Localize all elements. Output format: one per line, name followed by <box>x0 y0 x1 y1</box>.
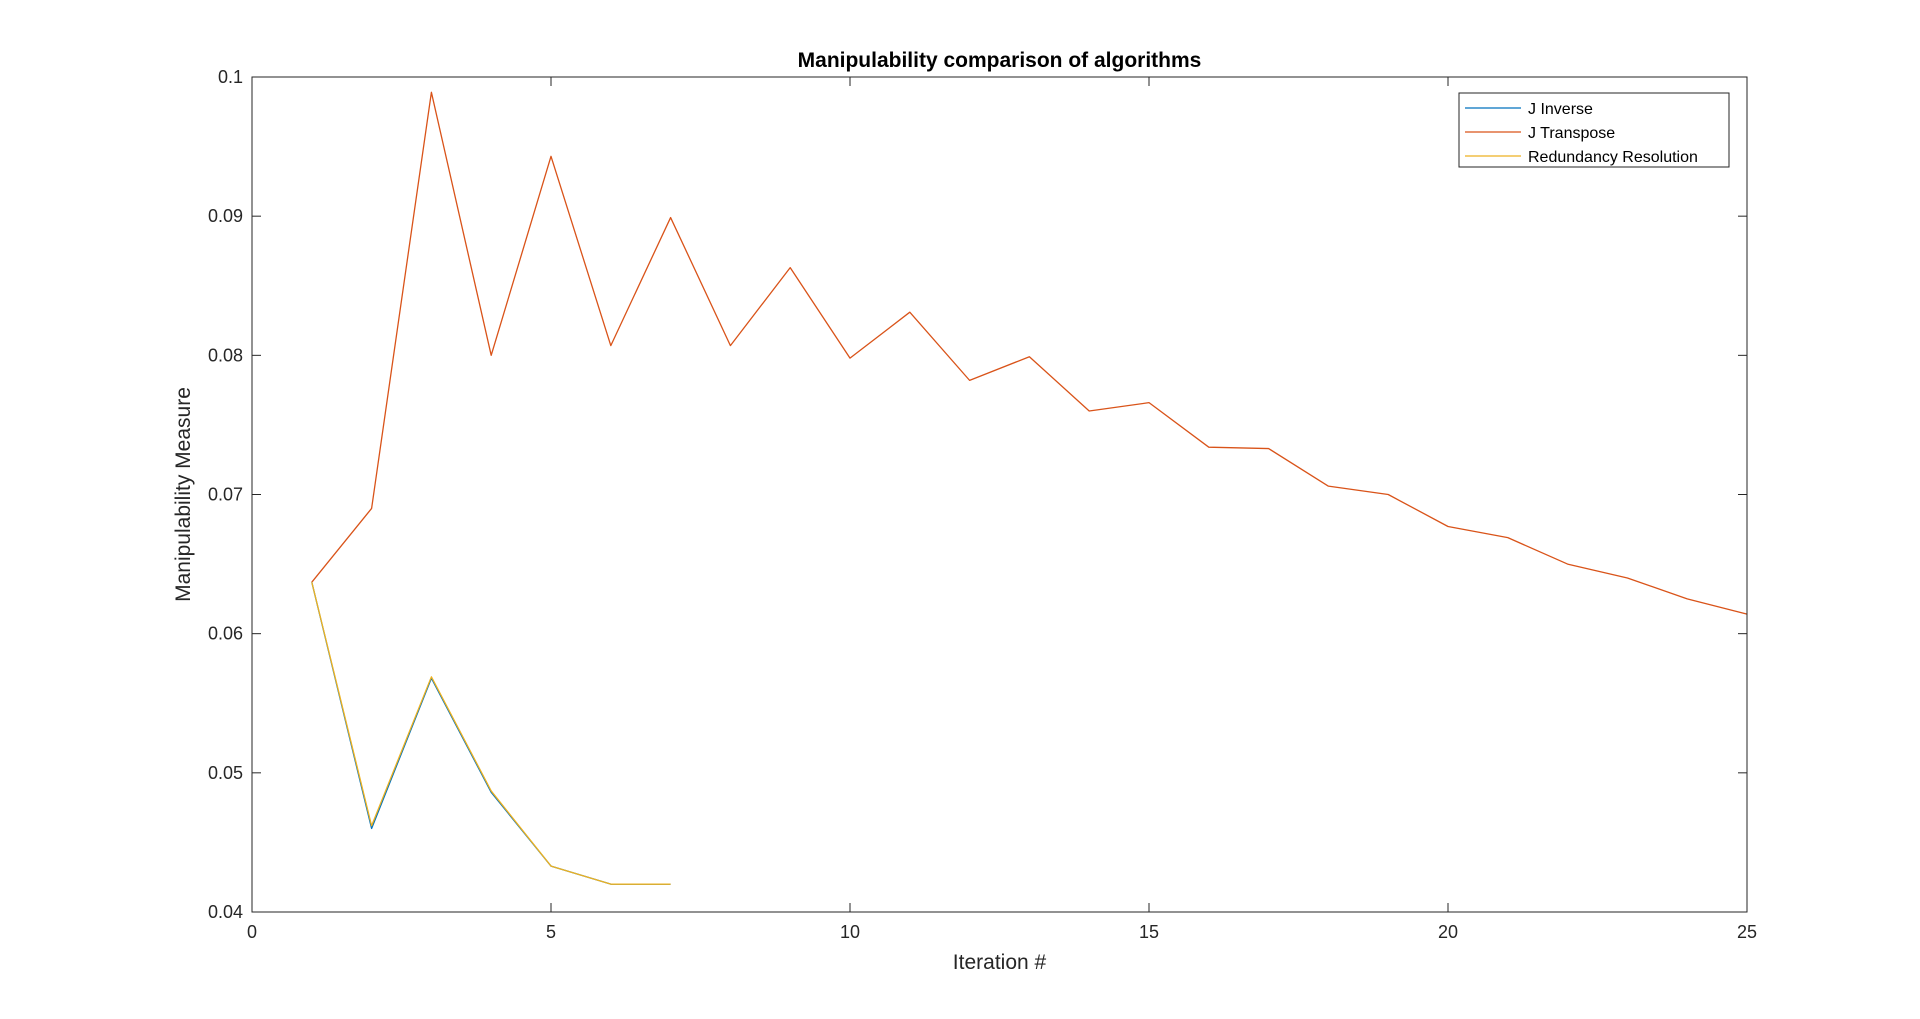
x-tick-label: 15 <box>1139 922 1159 942</box>
chart-title: Manipulability comparison of algorithms <box>798 49 1202 72</box>
x-tick-label: 5 <box>546 922 556 942</box>
y-tick-label: 0.04 <box>208 902 243 922</box>
ticks-layer: 0 5 10 15 20 25 0.04 0.05 0.06 0.07 0.08 0.09 0.1 <box>208 67 1757 942</box>
legend: J Inverse J Transpose Redundancy Resolutio… <box>1458 92 1730 168</box>
y-tick-label: 0.1 <box>218 67 243 87</box>
legend-box <box>1458 92 1730 168</box>
y-tick-label: 0.09 <box>208 206 243 226</box>
x-tick-label: 0 <box>247 922 257 942</box>
y-axis-label: Manipulability Measure <box>172 387 195 602</box>
x-tick-label: 10 <box>840 922 860 942</box>
legend-label: Redundancy Resolution <box>1528 149 1698 166</box>
legend-label: J Transpose <box>1528 125 1615 142</box>
series-layer <box>311 91 1748 885</box>
y-tick-label: 0.05 <box>208 763 243 783</box>
series-line-j-transpose <box>311 91 1748 615</box>
series-line-redundancy-resolution <box>311 582 671 885</box>
x-axis-label: Iteration # <box>953 951 1047 974</box>
y-tick-label: 0.08 <box>208 345 243 365</box>
axes-box <box>251 76 1748 913</box>
plot-area <box>252 77 1747 912</box>
y-tick-label: 0.06 <box>208 624 243 644</box>
x-tick-label: 20 <box>1438 922 1458 942</box>
x-tick-label: 25 <box>1737 922 1757 942</box>
legend-label: J Inverse <box>1528 101 1593 118</box>
y-tick-label: 0.07 <box>208 485 243 505</box>
